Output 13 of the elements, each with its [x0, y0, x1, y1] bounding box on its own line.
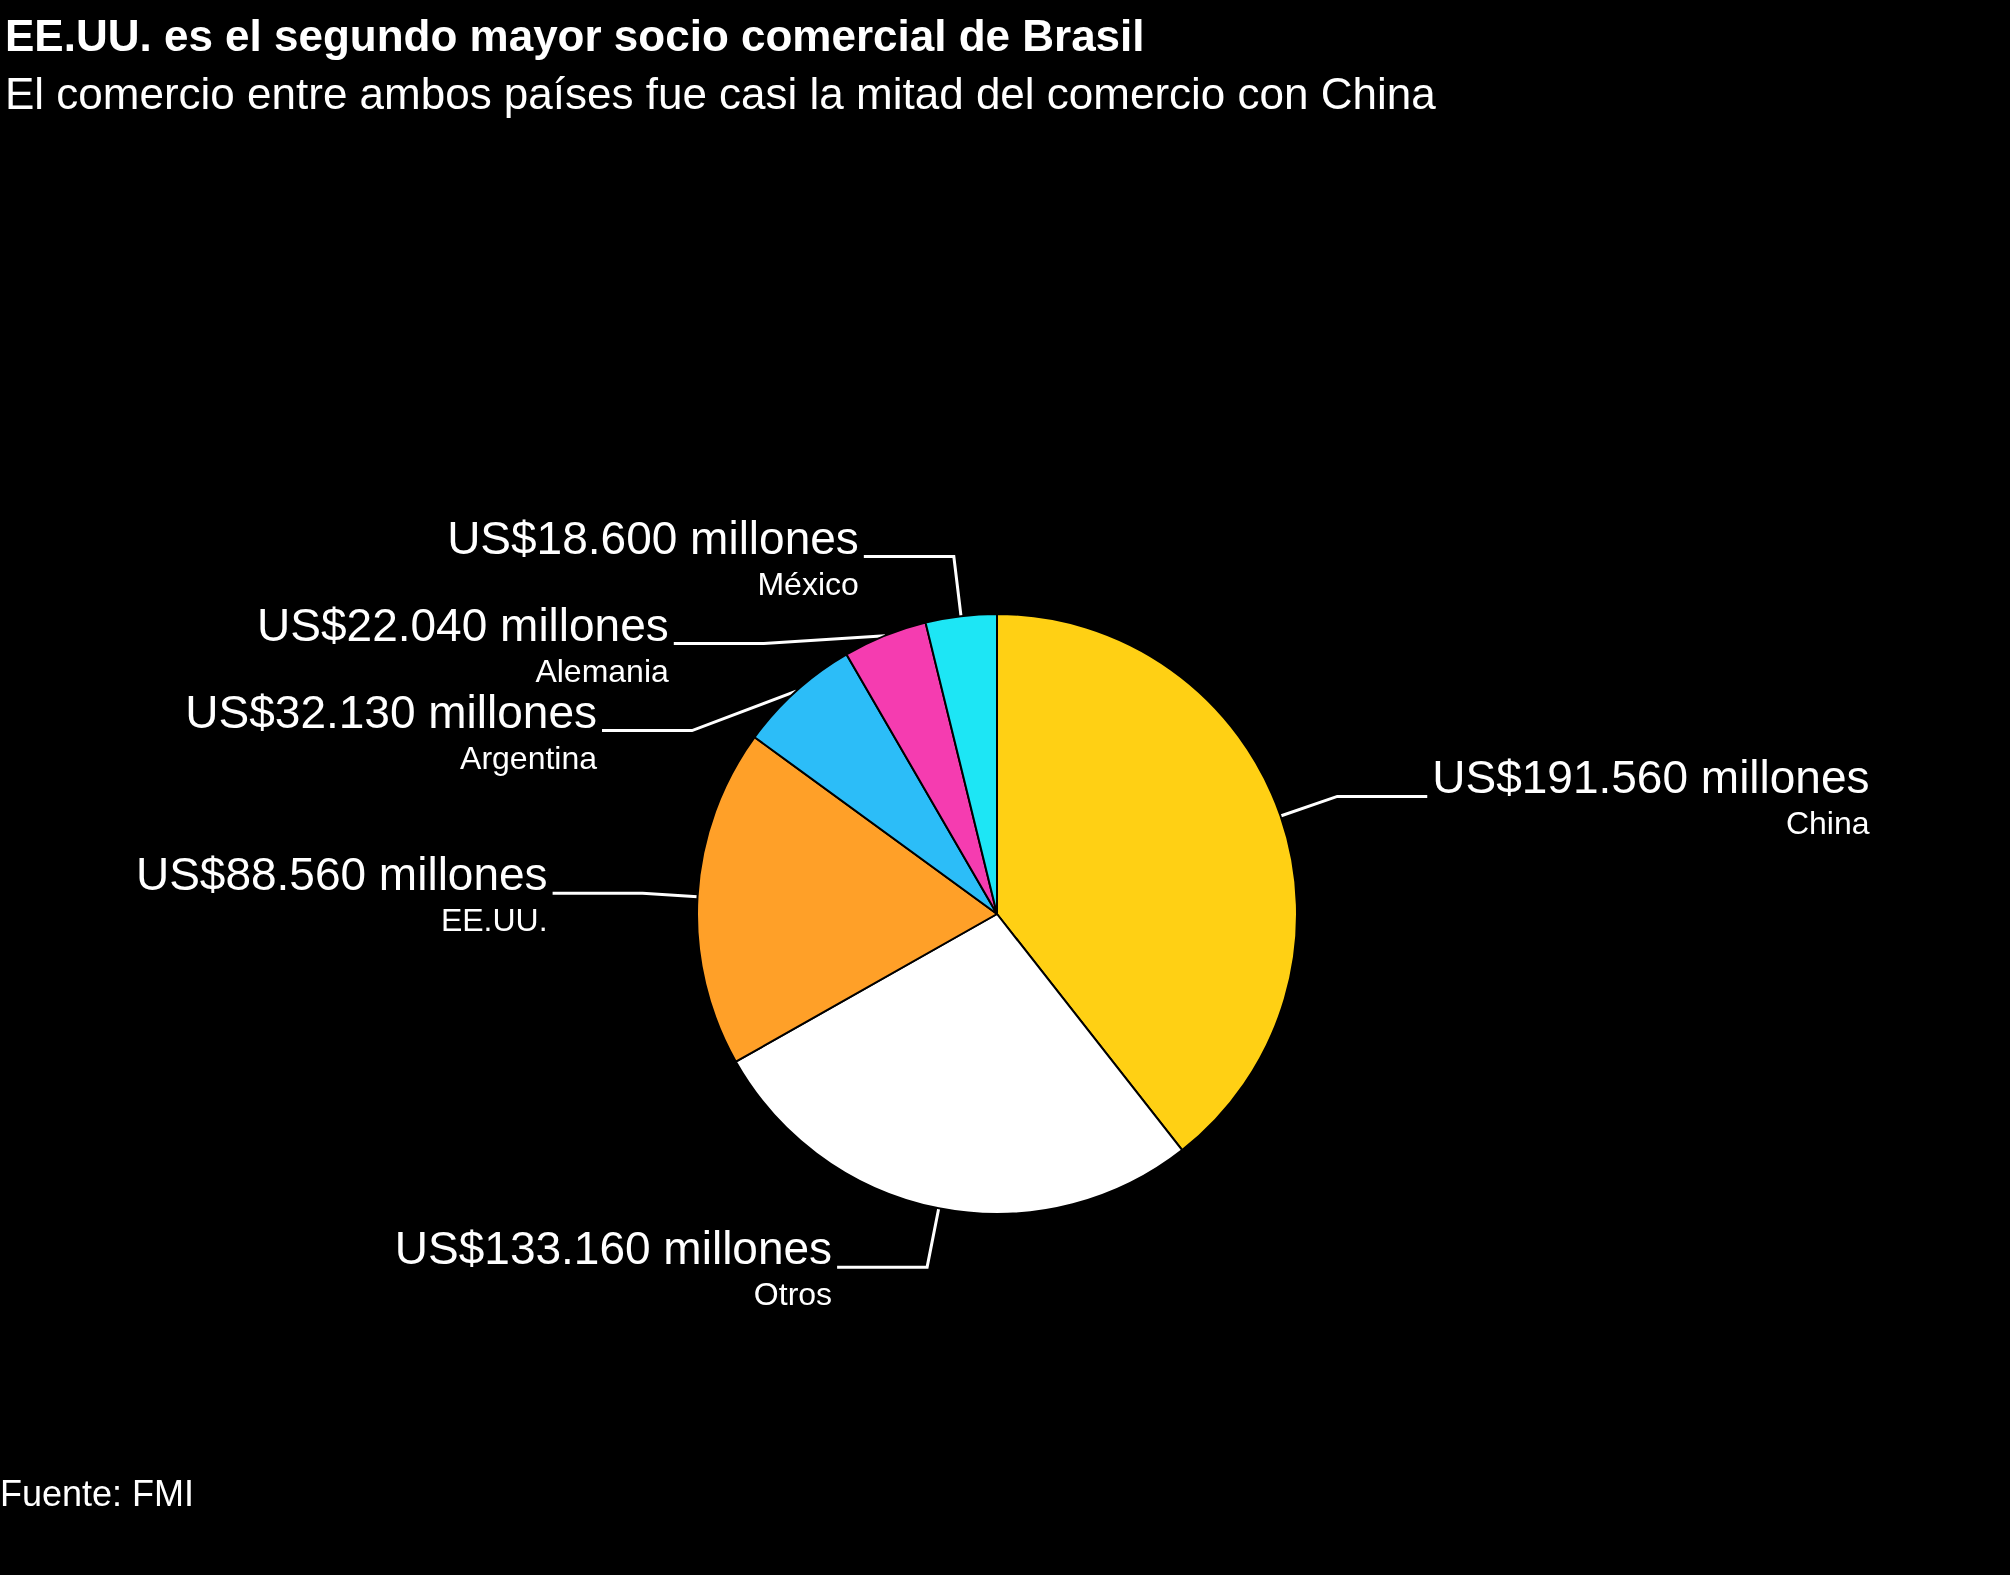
- source-note: Fuente: FMI: [0, 1472, 195, 1514]
- data-label: US$191.560 millones: [1432, 751, 1870, 804]
- slice-label: EE.UU.: [440, 902, 548, 939]
- data-label: US$22.040 millones: [257, 598, 669, 651]
- chart-subtitle: El comercio entre ambos países fue casi la mitad del comercio con China: [5, 68, 1437, 118]
- slice-label: China: [1785, 805, 1870, 842]
- chart-title: EE.UU. es el segundo mayor socio comercial de Brasil: [5, 10, 1145, 60]
- slice-label: México: [757, 565, 859, 602]
- slice-label: Otros: [753, 1276, 833, 1313]
- data-label: US$88.560 millones: [135, 848, 548, 901]
- slice-label: Argentina: [460, 739, 598, 776]
- data-label: US$133.160 millones: [394, 1222, 833, 1275]
- data-label: US$18.600 millones: [447, 511, 859, 564]
